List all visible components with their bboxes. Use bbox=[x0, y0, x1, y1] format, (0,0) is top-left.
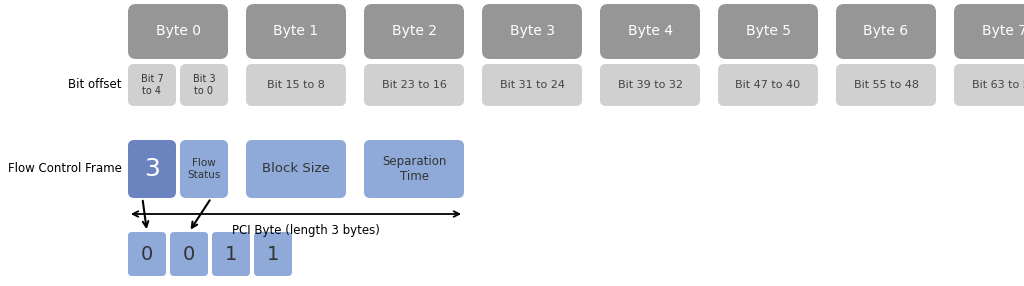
Text: Block Size: Block Size bbox=[262, 162, 330, 176]
FancyBboxPatch shape bbox=[246, 140, 346, 198]
Text: Byte 1: Byte 1 bbox=[273, 25, 318, 39]
FancyBboxPatch shape bbox=[180, 140, 228, 198]
FancyBboxPatch shape bbox=[954, 64, 1024, 106]
Text: Flow
Status: Flow Status bbox=[187, 158, 221, 180]
FancyBboxPatch shape bbox=[600, 64, 700, 106]
Text: Bit 15 to 8: Bit 15 to 8 bbox=[267, 80, 325, 90]
FancyBboxPatch shape bbox=[212, 232, 250, 276]
Text: Separation
Time: Separation Time bbox=[382, 154, 446, 184]
FancyBboxPatch shape bbox=[836, 4, 936, 59]
Text: Bit 55 to 48: Bit 55 to 48 bbox=[853, 80, 919, 90]
Text: Byte 7: Byte 7 bbox=[981, 25, 1024, 39]
Text: 0: 0 bbox=[183, 245, 196, 263]
Text: 3: 3 bbox=[144, 157, 160, 181]
FancyBboxPatch shape bbox=[128, 64, 176, 106]
FancyBboxPatch shape bbox=[836, 64, 936, 106]
Text: 0: 0 bbox=[141, 245, 154, 263]
Text: Byte 4: Byte 4 bbox=[628, 25, 673, 39]
FancyBboxPatch shape bbox=[128, 232, 166, 276]
FancyBboxPatch shape bbox=[954, 4, 1024, 59]
Text: Byte 2: Byte 2 bbox=[391, 25, 436, 39]
Text: Bit 47 to 40: Bit 47 to 40 bbox=[735, 80, 801, 90]
Text: Flow Control Frame: Flow Control Frame bbox=[8, 162, 122, 176]
FancyBboxPatch shape bbox=[180, 64, 228, 106]
FancyBboxPatch shape bbox=[254, 232, 292, 276]
Text: PCI Byte (length 3 bytes): PCI Byte (length 3 bytes) bbox=[232, 224, 380, 237]
Text: Bit 7
to 4: Bit 7 to 4 bbox=[140, 74, 164, 96]
FancyBboxPatch shape bbox=[246, 64, 346, 106]
Text: Byte 6: Byte 6 bbox=[863, 25, 908, 39]
FancyBboxPatch shape bbox=[482, 4, 582, 59]
Text: 1: 1 bbox=[225, 245, 238, 263]
Text: Bit 63 to 56: Bit 63 to 56 bbox=[972, 80, 1024, 90]
FancyBboxPatch shape bbox=[128, 4, 228, 59]
Text: Bit 31 to 24: Bit 31 to 24 bbox=[500, 80, 564, 90]
FancyBboxPatch shape bbox=[170, 232, 208, 276]
Text: 1: 1 bbox=[267, 245, 280, 263]
FancyBboxPatch shape bbox=[364, 4, 464, 59]
Text: Bit 23 to 16: Bit 23 to 16 bbox=[382, 80, 446, 90]
Text: Byte 0: Byte 0 bbox=[156, 25, 201, 39]
FancyBboxPatch shape bbox=[128, 140, 176, 198]
FancyBboxPatch shape bbox=[246, 4, 346, 59]
FancyBboxPatch shape bbox=[600, 4, 700, 59]
Text: Bit offset: Bit offset bbox=[69, 78, 122, 92]
Text: Bit 3
to 0: Bit 3 to 0 bbox=[193, 74, 215, 96]
FancyBboxPatch shape bbox=[364, 64, 464, 106]
Text: Byte 5: Byte 5 bbox=[745, 25, 791, 39]
FancyBboxPatch shape bbox=[364, 140, 464, 198]
Text: Byte 3: Byte 3 bbox=[510, 25, 555, 39]
Text: Bit 39 to 32: Bit 39 to 32 bbox=[617, 80, 683, 90]
FancyBboxPatch shape bbox=[718, 64, 818, 106]
FancyBboxPatch shape bbox=[718, 4, 818, 59]
FancyBboxPatch shape bbox=[482, 64, 582, 106]
